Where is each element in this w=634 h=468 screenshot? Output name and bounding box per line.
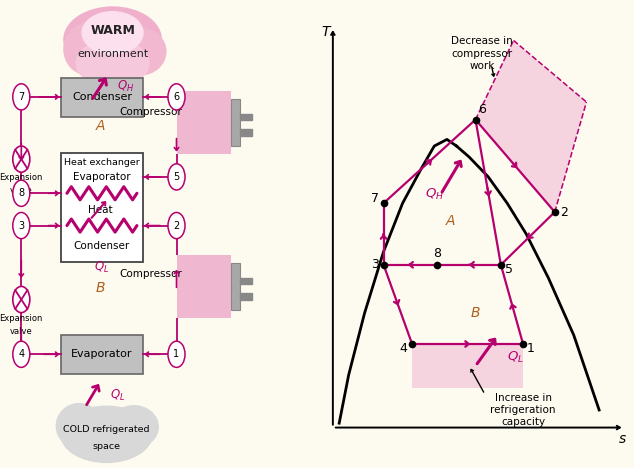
Text: A: A — [446, 214, 455, 228]
Text: Heat exchanger: Heat exchanger — [64, 158, 140, 168]
Ellipse shape — [114, 28, 166, 75]
Ellipse shape — [76, 40, 149, 87]
Bar — [240, 129, 252, 136]
Text: $Q_L$: $Q_L$ — [110, 388, 125, 403]
Ellipse shape — [61, 406, 152, 462]
Circle shape — [168, 164, 185, 190]
Text: valve: valve — [10, 186, 33, 196]
Text: Heat: Heat — [88, 205, 113, 215]
Text: $Q_L$: $Q_L$ — [507, 350, 524, 365]
Text: 6: 6 — [174, 92, 179, 102]
Circle shape — [13, 286, 30, 313]
Text: Increase in
refrigeration
capacity: Increase in refrigeration capacity — [490, 393, 556, 427]
Bar — [240, 114, 252, 120]
Circle shape — [13, 180, 30, 206]
Text: B: B — [471, 306, 480, 320]
Ellipse shape — [64, 7, 161, 73]
Polygon shape — [476, 40, 586, 212]
Text: Condenser: Condenser — [72, 92, 132, 102]
FancyBboxPatch shape — [61, 153, 143, 262]
Ellipse shape — [82, 12, 143, 54]
Text: 8: 8 — [434, 247, 441, 260]
Circle shape — [168, 84, 185, 110]
Polygon shape — [412, 344, 523, 388]
Text: 5: 5 — [505, 263, 513, 276]
Text: environment: environment — [77, 49, 148, 59]
Text: 4: 4 — [399, 342, 407, 355]
Text: 1: 1 — [174, 349, 179, 359]
Bar — [240, 278, 252, 284]
Text: 6: 6 — [478, 103, 486, 117]
FancyBboxPatch shape — [231, 99, 240, 146]
Text: 5: 5 — [173, 172, 179, 182]
Ellipse shape — [73, 425, 140, 460]
Text: Expansion: Expansion — [0, 173, 43, 183]
Text: 1: 1 — [527, 342, 535, 355]
Text: Expansion: Expansion — [0, 314, 43, 323]
Text: 2: 2 — [560, 205, 567, 219]
Text: COLD refrigerated: COLD refrigerated — [63, 425, 150, 434]
Text: Compressor: Compressor — [119, 107, 182, 117]
Text: Decrease in
compressor
work: Decrease in compressor work — [451, 36, 513, 71]
Ellipse shape — [56, 403, 102, 448]
Circle shape — [13, 341, 30, 367]
FancyBboxPatch shape — [61, 335, 143, 374]
Text: 8: 8 — [18, 188, 24, 198]
Text: $Q_L$: $Q_L$ — [94, 260, 110, 275]
Text: $Q_H$: $Q_H$ — [117, 79, 134, 94]
Bar — [240, 293, 252, 300]
Ellipse shape — [110, 406, 158, 448]
Text: valve: valve — [10, 327, 33, 336]
Circle shape — [168, 212, 185, 239]
Text: $Q_H$: $Q_H$ — [425, 187, 444, 202]
Text: 2: 2 — [173, 220, 179, 231]
Text: Condenser: Condenser — [74, 241, 130, 251]
FancyBboxPatch shape — [176, 91, 231, 154]
Circle shape — [13, 146, 30, 172]
Text: s: s — [619, 431, 626, 446]
Text: 3: 3 — [371, 258, 378, 271]
Text: B: B — [96, 281, 105, 295]
Text: 4: 4 — [18, 349, 24, 359]
Text: 3: 3 — [18, 220, 24, 231]
Text: Evaporator: Evaporator — [73, 172, 131, 182]
Text: 7: 7 — [18, 92, 25, 102]
Circle shape — [13, 212, 30, 239]
Circle shape — [168, 341, 185, 367]
Text: A: A — [96, 119, 105, 133]
Text: 7: 7 — [371, 192, 378, 205]
Text: Evaporator: Evaporator — [71, 349, 133, 359]
FancyBboxPatch shape — [61, 78, 143, 117]
FancyBboxPatch shape — [231, 263, 240, 310]
Circle shape — [13, 84, 30, 110]
Text: Compressor: Compressor — [119, 269, 182, 279]
Text: T: T — [321, 25, 330, 39]
Ellipse shape — [64, 23, 113, 75]
Text: WARM: WARM — [90, 24, 135, 37]
FancyBboxPatch shape — [176, 255, 231, 318]
Text: space: space — [93, 442, 120, 451]
